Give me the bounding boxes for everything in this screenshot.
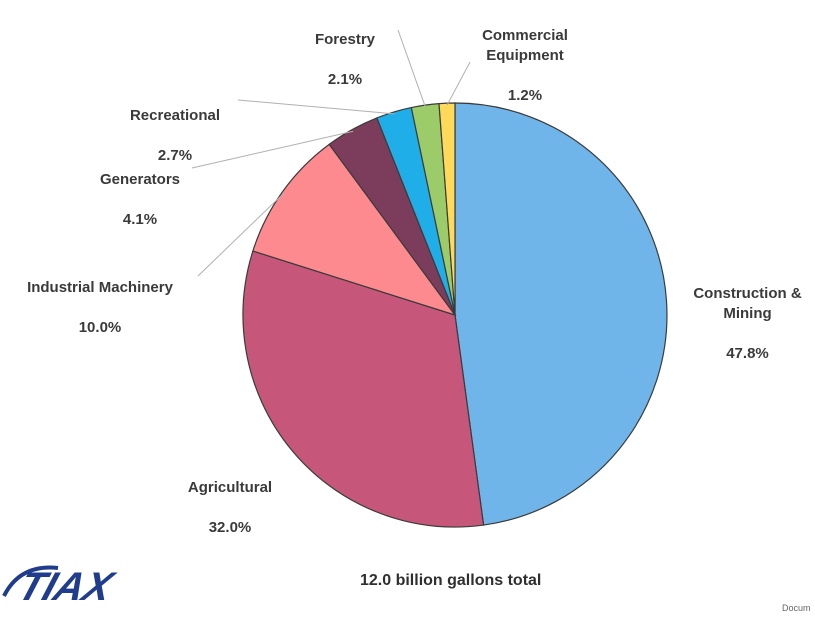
pie-slice-construction-mining bbox=[454, 102, 668, 526]
slice-label-name: Commercial Equipment bbox=[482, 27, 568, 64]
slice-label-name: Forestry bbox=[314, 31, 376, 48]
logo-swoosh bbox=[2, 565, 59, 597]
chart-note-total: 12.0 billion gallons total bbox=[360, 572, 542, 589]
slice-label-name: Agricultural bbox=[187, 479, 273, 496]
leader-line-forestry bbox=[397, 29, 426, 108]
tiax-logo: TIAX bbox=[2, 564, 121, 609]
slice-label-recreational: Recreational 2.7% bbox=[100, 86, 250, 166]
slice-label-value: 10.0% bbox=[78, 319, 122, 336]
slice-label-forestry: Forestry 2.1% bbox=[290, 10, 400, 90]
leader-line-industrial-machinery bbox=[197, 192, 285, 277]
slice-label-construction-mining: Construction & Mining 47.8% bbox=[680, 264, 815, 364]
slice-label-name: Generators bbox=[99, 171, 181, 188]
slice-label-value: 1.2% bbox=[507, 87, 543, 104]
pie-slice-industrial-machinery bbox=[252, 143, 457, 317]
leader-line-commercial-equipment bbox=[446, 61, 471, 106]
slice-label-agricultural: Agricultural 32.0% bbox=[160, 458, 300, 538]
slice-label-generators: Generators 4.1% bbox=[75, 150, 205, 230]
pie-slice-agricultural bbox=[242, 250, 485, 528]
leader-line-generators bbox=[191, 130, 354, 169]
slice-label-value: 47.8% bbox=[726, 345, 769, 362]
slice-label-value: 2.7% bbox=[157, 147, 193, 164]
leader-line-recreational bbox=[237, 99, 395, 115]
slice-label-name: Recreational bbox=[129, 107, 221, 124]
slice-label-value: 32.0% bbox=[208, 519, 252, 536]
pie-slice-commercial-equipment bbox=[438, 102, 456, 316]
slice-label-name: Construction & Mining bbox=[693, 285, 802, 322]
slice-label-industrial-machinery: Industrial Machinery 10.0% bbox=[0, 258, 200, 338]
slice-label-value: 4.1% bbox=[122, 211, 158, 228]
slice-label-value: 2.1% bbox=[327, 71, 363, 88]
slice-label-commercial-equipment: Commercial Equipment 1.2% bbox=[455, 6, 595, 106]
slice-label-name: Industrial Machinery bbox=[27, 279, 173, 296]
footer-note: Docum bbox=[782, 603, 811, 613]
